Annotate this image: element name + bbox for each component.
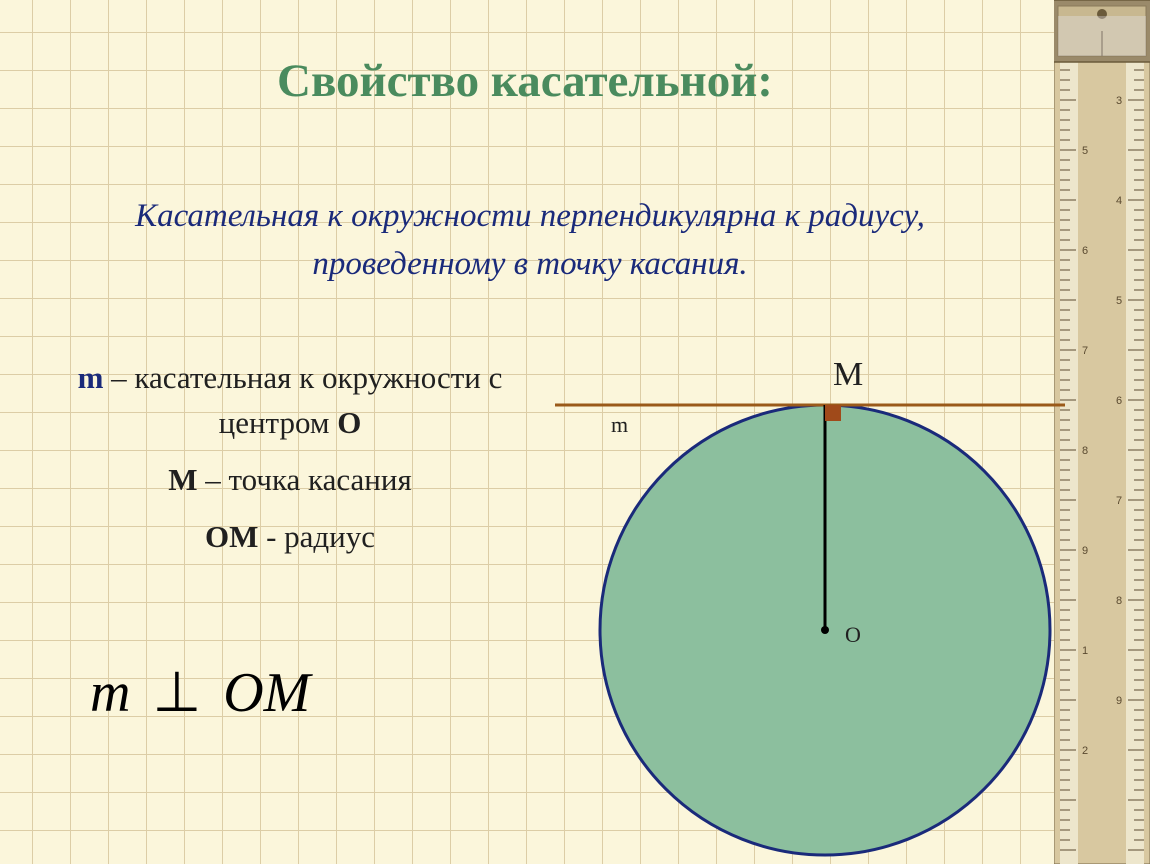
def-line-m: m – касательная к окружности с центром О: [70, 356, 510, 446]
svg-text:3: 3: [1116, 95, 1122, 107]
formula-lhs: m: [90, 662, 130, 724]
def-line-M: М – точка касания: [70, 458, 510, 503]
formula-rhs: OM: [223, 662, 310, 724]
svg-text:5: 5: [1082, 145, 1088, 157]
label-line-m: m: [611, 412, 628, 438]
svg-text:2: 2: [1082, 745, 1088, 757]
def-M-text: – точка касания: [198, 462, 412, 497]
svg-text:9: 9: [1082, 545, 1088, 557]
label-point-M: М: [833, 356, 863, 394]
perpendicular-icon: ⊥: [144, 660, 209, 725]
def-line-OM: ОМ - радиус: [70, 515, 510, 560]
svg-text:1: 1: [1082, 645, 1088, 657]
svg-text:5: 5: [1116, 295, 1122, 307]
svg-text:6: 6: [1082, 245, 1088, 257]
perpendicular-mark-icon: [825, 405, 841, 421]
def-OM-text: - радиус: [258, 519, 375, 554]
tangent-diagram: М m O: [545, 330, 1075, 850]
svg-text:8: 8: [1116, 595, 1122, 607]
svg-text:7: 7: [1082, 345, 1088, 357]
svg-text:9: 9: [1116, 695, 1122, 707]
svg-text:6: 6: [1116, 395, 1122, 407]
symbol-M: М: [168, 462, 197, 497]
svg-text:4: 4: [1116, 195, 1122, 207]
formula-perpendicular: m ⊥ OM: [90, 660, 310, 725]
label-center-O: O: [845, 622, 861, 648]
slide-title: Свойство касательной:: [0, 54, 1050, 108]
definitions-block: m – касательная к окружности с центром О…: [70, 356, 510, 572]
svg-text:7: 7: [1116, 495, 1122, 507]
diagram-svg: [545, 330, 1075, 864]
svg-text:8: 8: [1082, 445, 1088, 457]
def-m-text: – касательная к окружности с центром: [103, 360, 502, 440]
theorem-text: Касательная к окружности перпендикулярна…: [60, 193, 1000, 289]
symbol-OM: ОМ: [205, 519, 258, 554]
center-dot: [821, 626, 829, 634]
symbol-O: О: [337, 405, 361, 440]
symbol-m: m: [78, 360, 104, 395]
